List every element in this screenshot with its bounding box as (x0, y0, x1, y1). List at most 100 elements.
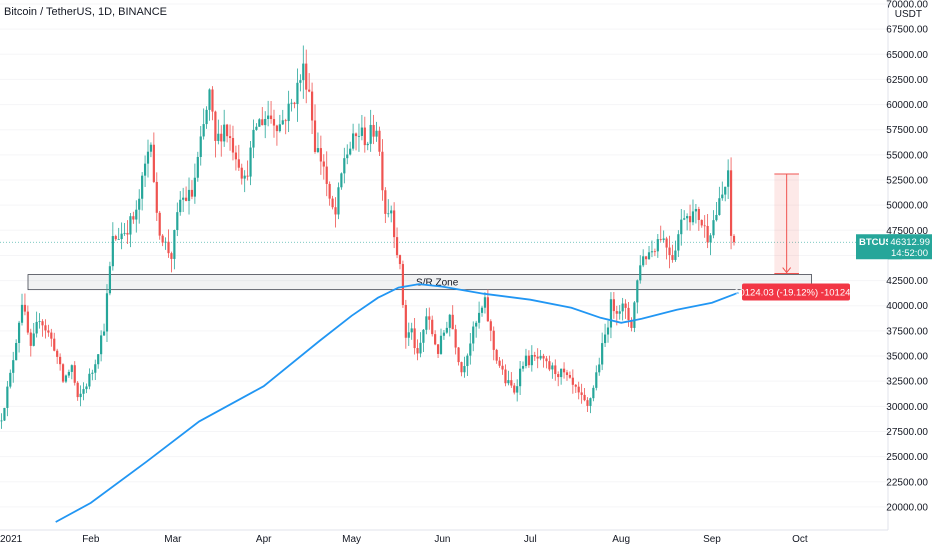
candle-body (82, 389, 85, 394)
candle-body (688, 216, 692, 223)
candle-body (275, 125, 279, 132)
candle-body (26, 311, 29, 333)
candle-body (141, 175, 144, 199)
candle-body (697, 208, 700, 220)
candle-body (64, 375, 68, 382)
candle-body (568, 375, 572, 378)
candle-body (44, 325, 47, 331)
candle-body (480, 307, 484, 313)
price-tick-label: 37500.00 (886, 326, 928, 337)
candle-body (146, 151, 150, 164)
candle-body (3, 407, 6, 421)
candle-body (533, 354, 536, 357)
candle-body (407, 332, 410, 338)
candle-body (47, 330, 50, 333)
price-tick-label: 67500.00 (886, 25, 928, 36)
candle-body (366, 143, 369, 146)
candle-body (56, 350, 59, 357)
candle-body (507, 380, 510, 384)
moving-average-line[interactable] (55, 283, 739, 523)
candle-body (272, 119, 276, 126)
candle-body (700, 219, 703, 226)
candle-body (431, 319, 434, 335)
candle-body (539, 355, 542, 359)
candle-body (495, 349, 498, 361)
candle-body (609, 299, 613, 328)
candle-body (155, 181, 158, 213)
candle-body (574, 384, 577, 387)
price-unit-label: USDT (895, 9, 922, 20)
last-price-value-box (888, 234, 932, 260)
candle-body (393, 210, 396, 238)
candle-body (603, 334, 607, 344)
candle-body (712, 220, 715, 236)
price-tick-label: 55000.00 (886, 150, 928, 161)
candle-body (193, 177, 196, 197)
candle-body (475, 322, 478, 327)
candle-body (246, 175, 249, 177)
candle-body (363, 127, 366, 146)
candle-body (621, 303, 624, 312)
candle-body (586, 400, 589, 406)
candle-body (340, 173, 343, 188)
candle-body (442, 332, 446, 336)
candle-body (680, 219, 683, 235)
candle-body (223, 124, 226, 142)
candle-body (316, 148, 320, 152)
candle-body (650, 251, 654, 253)
candle-body (422, 329, 425, 343)
candle-body (428, 316, 431, 320)
chart-title: Bitcoin / TetherUS, 1D, BINANCE (4, 6, 168, 18)
price-tick-label: 22500.00 (886, 477, 928, 488)
candle-body (639, 265, 642, 281)
candle-body (17, 322, 21, 343)
candle-body (557, 374, 560, 378)
candle-body (504, 369, 507, 384)
candle-body (560, 368, 563, 378)
candle-body (41, 321, 44, 326)
candle-body (709, 235, 712, 243)
candle-body (70, 365, 73, 372)
candle-body (618, 311, 621, 314)
candle-body (448, 314, 451, 328)
candle-body (228, 136, 232, 139)
price-tick-label: 40000.00 (886, 301, 928, 312)
price-tick-label: 57500.00 (886, 125, 928, 136)
price-tick-label: 70000.00 (886, 0, 928, 11)
candle-body (220, 133, 223, 142)
price-tick-label: 65000.00 (886, 50, 928, 61)
candle-body (436, 344, 440, 354)
candle-body (404, 304, 407, 338)
candle-body (612, 299, 615, 312)
candle-body (498, 360, 501, 366)
candle-body (281, 120, 284, 125)
candle-body (205, 109, 208, 125)
last-price-symbol: BTCUSDT (859, 237, 905, 248)
candle-body (287, 103, 290, 122)
candle-body (267, 115, 270, 119)
candle-body (378, 130, 381, 152)
candle-body (305, 63, 308, 90)
candle-body (542, 355, 545, 359)
candle-body (469, 343, 472, 356)
candle-body (346, 154, 349, 159)
candle-body (158, 212, 161, 236)
candle-body (176, 212, 179, 231)
candle-body (466, 355, 469, 367)
candle-body (372, 124, 375, 137)
candle-body (694, 208, 698, 212)
candle-body (59, 356, 62, 365)
candle-body (23, 304, 27, 312)
candle-body (732, 235, 736, 243)
price-tick-label: 52500.00 (886, 176, 928, 187)
candle-body (463, 366, 466, 373)
candle-body (20, 304, 24, 323)
candle-body (53, 338, 56, 351)
candle-body (457, 347, 460, 363)
candle-body (375, 130, 378, 137)
sr-zone-box[interactable] (27, 274, 813, 291)
candle-body (296, 82, 299, 104)
candle-body (721, 194, 724, 199)
candle-body (636, 280, 639, 303)
